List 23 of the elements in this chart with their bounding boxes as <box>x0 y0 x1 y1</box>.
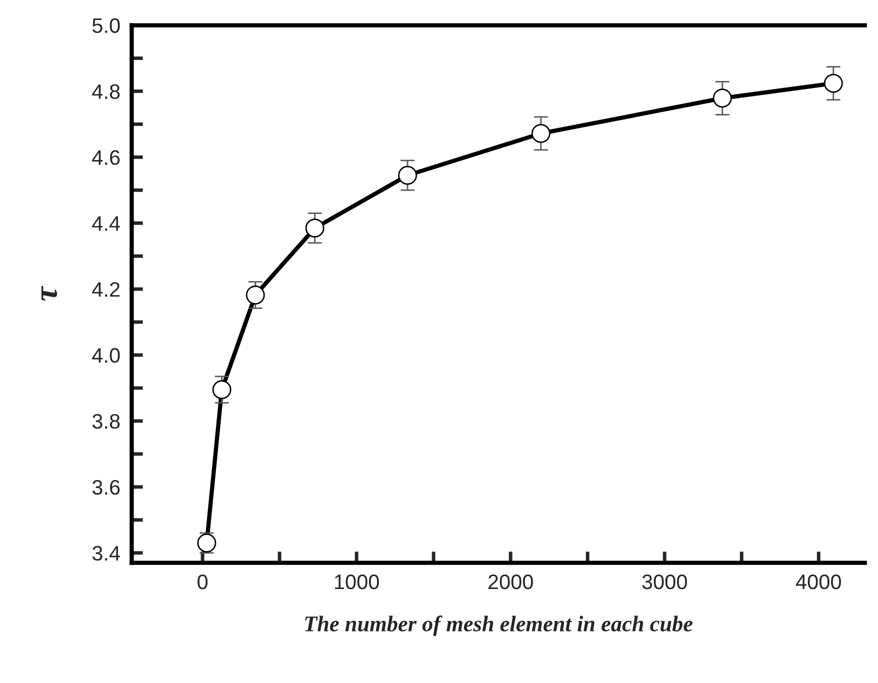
y-tick-label: 3.4 <box>92 546 120 561</box>
point <box>531 124 550 143</box>
y-tick-label: 4.0 <box>92 348 120 363</box>
point <box>824 74 843 93</box>
y-tick-label: 3.6 <box>92 480 120 495</box>
y-tick-label: 4.2 <box>92 282 120 297</box>
y-axis-title: τ <box>41 286 58 301</box>
point <box>712 88 732 108</box>
y-tick-label: 5.0 <box>92 18 120 34</box>
x-tick-label: 3000 <box>642 574 687 590</box>
point <box>212 380 232 400</box>
x-axis-title: The number of mesh element in each cube <box>305 616 693 636</box>
point <box>305 218 324 238</box>
point <box>246 286 265 304</box>
x-tick-label: 1000 <box>334 574 379 590</box>
point <box>398 166 418 185</box>
y-tick-label: 4.4 <box>92 216 120 231</box>
x-tick-label: 0 <box>198 574 208 590</box>
x-tick-label: 4000 <box>796 574 841 590</box>
y-tick-label: 4.8 <box>92 84 120 99</box>
x-tick-label: 2000 <box>488 574 533 590</box>
y-tick-label: 3.8 <box>92 414 120 429</box>
y-tick-label: 4.6 <box>92 150 120 165</box>
